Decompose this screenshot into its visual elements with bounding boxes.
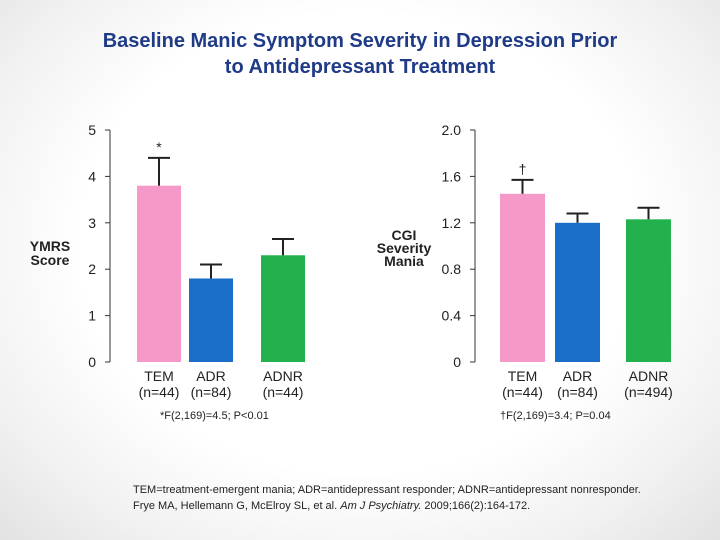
cgi-adnr-n-label: (n=494) [624,384,673,400]
ymrs-adr-n-label: (n=84) [191,384,232,400]
cgi-tick-label: 1.6 [442,168,462,184]
cgi-tick-label: 0.4 [442,308,462,324]
cgi-y-label: Mania [384,253,424,269]
ymrs-tick-label: 2 [88,261,96,277]
ymrs-adr-category-label: ADR [196,368,226,384]
cgi-tem-category-label: TEM [508,368,538,384]
citation-details: 2009;166(2):164-172. [424,500,530,512]
cgi-stat-note: †F(2,169)=3.4; P=0.04 [500,410,611,422]
ymrs-tem-bar [137,186,181,362]
ymrs-adnr-n-label: (n=44) [263,384,304,400]
ymrs-tem-n-label: (n=44) [139,384,180,400]
ymrs-tick-label: 5 [88,122,96,138]
footer-notes: TEM=treatment-emergent mania; ADR=antide… [133,482,693,514]
ymrs-y-label: Score [31,252,70,268]
footer-citation: Frye MA, Hellemann G, McElroy SL, et al.… [133,498,693,514]
cgi-adr-n-label: (n=84) [557,384,598,400]
cgi-tem-significance-mark: † [519,161,527,177]
ymrs-tick-label: 4 [88,168,96,184]
cgi-tick-label: 0.8 [442,261,462,277]
cgi-tem-n-label: (n=44) [502,384,543,400]
cgi-tem-bar [500,194,545,362]
ymrs-tick-label: 3 [88,215,96,231]
ymrs-stat-note: *F(2,169)=4.5; P<0.01 [160,410,269,422]
ymrs-tem-significance-mark: * [156,139,162,155]
ymrs-adnr-bar [261,255,305,362]
citation-journal: Am J Psychiatry. [340,500,421,512]
cgi-adnr-category-label: ADNR [629,368,669,384]
ymrs-tick-label: 1 [88,308,96,324]
citation-authors: Frye MA, Hellemann G, McElroy SL, et al. [133,500,337,512]
ymrs-adnr-category-label: ADNR [263,368,303,384]
ymrs-tick-label: 0 [88,354,96,370]
cgi-adnr-bar [626,219,671,362]
footer-abbreviations: TEM=treatment-emergent mania; ADR=antide… [133,482,693,498]
cgi-adr-category-label: ADR [563,368,593,384]
cgi-tick-label: 1.2 [442,215,462,231]
ymrs-adr-bar [189,278,233,362]
cgi-adr-bar [555,223,600,362]
cgi-tick-label: 0 [453,354,461,370]
ymrs-tem-category-label: TEM [144,368,174,384]
cgi-tick-label: 2.0 [442,122,462,138]
